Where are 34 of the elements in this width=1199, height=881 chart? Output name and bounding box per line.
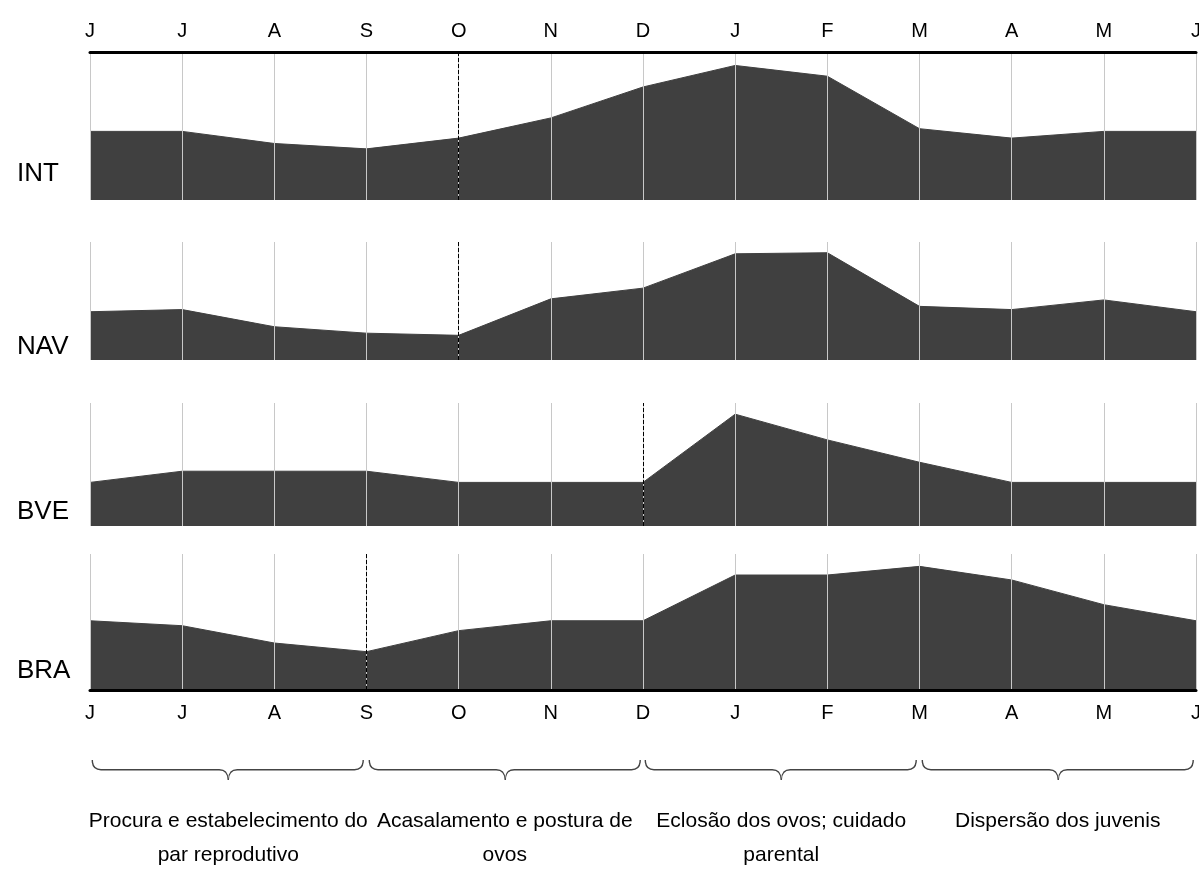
x-tick-label: J	[177, 19, 188, 41]
x-tick-label: M	[911, 19, 928, 41]
text: Procura e estabelecimento do par reprodutivo	[88, 807, 369, 867]
x-tick-label: F	[821, 701, 834, 723]
x-tick-label: J	[177, 701, 188, 723]
x-tick-label: S	[359, 701, 374, 723]
x-tick-label: M	[1095, 701, 1113, 723]
text: Acasalamento e postura de ovos	[376, 808, 633, 865]
text: BVE	[17, 495, 70, 525]
x-tick-label: D	[635, 701, 651, 723]
text: Eclosão dos ovos; cuidado parental	[655, 807, 908, 867]
x-tick-label: J	[85, 19, 95, 41]
x-tick-label: A	[267, 19, 282, 41]
x-tick-label: A	[1004, 701, 1019, 723]
x-tick-label: J	[730, 701, 741, 723]
text: NAV	[17, 330, 70, 360]
x-tick-label: N	[543, 701, 559, 723]
x-tick-label: M	[1095, 19, 1113, 41]
x-tick-label: M	[911, 701, 928, 723]
x-tick-label: A	[1004, 19, 1019, 41]
text: INT	[17, 157, 59, 187]
x-tick-label: A	[267, 701, 282, 723]
x-tick-label: J	[730, 19, 741, 41]
x-tick-label: J	[1191, 701, 1199, 723]
x-tick-label: S	[359, 19, 374, 41]
x-tick-label: N	[543, 19, 559, 41]
x-tick-label: O	[450, 19, 467, 41]
x-tick-label: D	[635, 19, 651, 41]
x-tick-label: J	[85, 701, 95, 723]
x-tick-label: J	[1191, 19, 1199, 41]
x-tick-label: O	[450, 701, 467, 723]
text: Dispersão dos juvenis	[954, 807, 1162, 833]
x-tick-label: F	[821, 19, 834, 41]
text: BRA	[17, 654, 72, 684]
